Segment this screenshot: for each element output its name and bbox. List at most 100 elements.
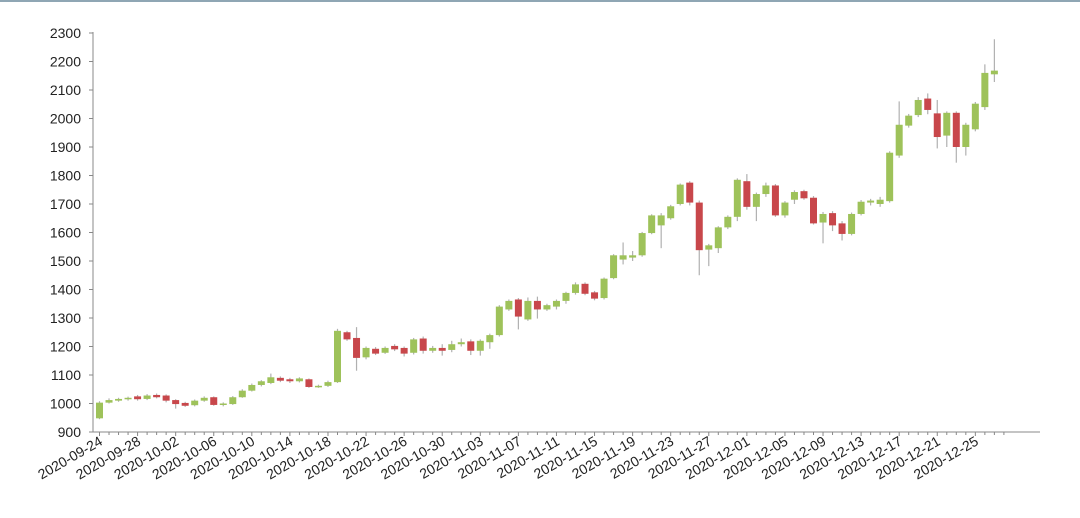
candle-body-up [619,255,627,260]
candle [210,396,218,406]
candle [581,282,589,296]
candle-body-down [695,202,703,251]
candle-body-down [438,347,446,351]
candle-body-down [286,379,294,382]
candle-body-up [752,194,760,207]
candle [914,97,922,118]
candle-body-up [257,381,265,385]
candle [533,296,541,319]
candle [591,290,599,301]
candle-body-down [210,397,218,405]
candle [514,298,522,330]
candle-body-down [581,283,589,294]
candle [467,339,475,356]
candle [314,384,322,388]
candle [800,189,808,200]
candle [372,347,380,356]
candle-body-down [162,395,170,401]
candle [153,393,161,399]
candle [676,183,684,206]
candle [971,101,979,132]
y-tick-label: 1700 [50,196,81,212]
candle-body-up [115,398,123,401]
candle [457,338,465,347]
candle-body-up [191,400,199,406]
candle [981,64,989,110]
candle [219,402,227,407]
candle-body-down [181,402,189,406]
candle-body-down [771,185,779,216]
candle-body-down [933,113,941,138]
candle [752,192,760,222]
candle [429,345,437,353]
candle-body-up [876,199,884,204]
candle-body-down [400,347,408,354]
candle-body-up [334,330,341,383]
candle [362,346,370,360]
candle-body-up [648,215,656,234]
candle-body-down [686,182,694,203]
candle [295,377,303,383]
candle [505,299,513,311]
candle-body-up [914,99,922,116]
candle-body-down [743,181,751,207]
y-tick-label: 2000 [50,111,81,127]
y-tick-label: 1900 [50,139,81,155]
y-tick-label: 1600 [50,225,81,241]
candle [476,339,484,356]
candle-body-up [219,403,227,405]
candle-body-down [810,197,817,224]
candle-body-up [324,382,332,386]
candle [305,378,313,388]
candle [486,333,494,349]
candle-body-up [429,347,437,351]
candle-body-up [676,184,684,204]
candle [438,344,446,356]
candle-body-up [895,124,903,156]
candle [229,396,237,405]
candle [895,101,903,158]
candle [495,305,503,337]
candle-body-down [153,394,161,398]
candle [876,196,884,207]
candle-body-up [848,213,856,234]
candle-body-up [476,340,484,351]
candle [657,213,665,249]
candle-body-up [295,378,303,382]
candle [905,113,913,128]
candle [629,251,637,261]
candle-body-down [467,341,475,351]
candle [410,337,418,355]
candle-body-up [943,112,951,136]
candle [181,401,189,407]
candle [933,99,941,149]
candle [353,327,361,371]
candle [105,398,113,404]
candle [381,346,389,354]
candle-body-down [952,112,960,147]
candle [743,174,751,210]
candle [448,340,456,353]
candle-body-up [314,385,322,388]
candle-body-up [781,202,789,216]
candle [134,394,142,401]
candle-body-up [448,344,456,350]
candle [733,178,741,222]
candle [714,226,722,254]
x-axis-tick-labels: 2020-09-242020-09-282020-10-022020-10-06… [35,433,981,483]
candle-body-up [229,397,237,405]
candle-body-up [981,72,989,108]
candle [695,200,703,276]
candle-body-up [705,245,713,250]
candle [562,291,570,304]
y-tick-label: 1000 [50,396,81,412]
candle [343,330,351,341]
candle [324,380,332,387]
y-tick-label: 1400 [50,282,81,298]
candle [762,182,770,197]
candles [96,39,998,420]
candle-body-down [419,338,427,351]
candle [600,277,608,300]
candle-body-up [105,400,113,403]
candle [391,344,399,352]
